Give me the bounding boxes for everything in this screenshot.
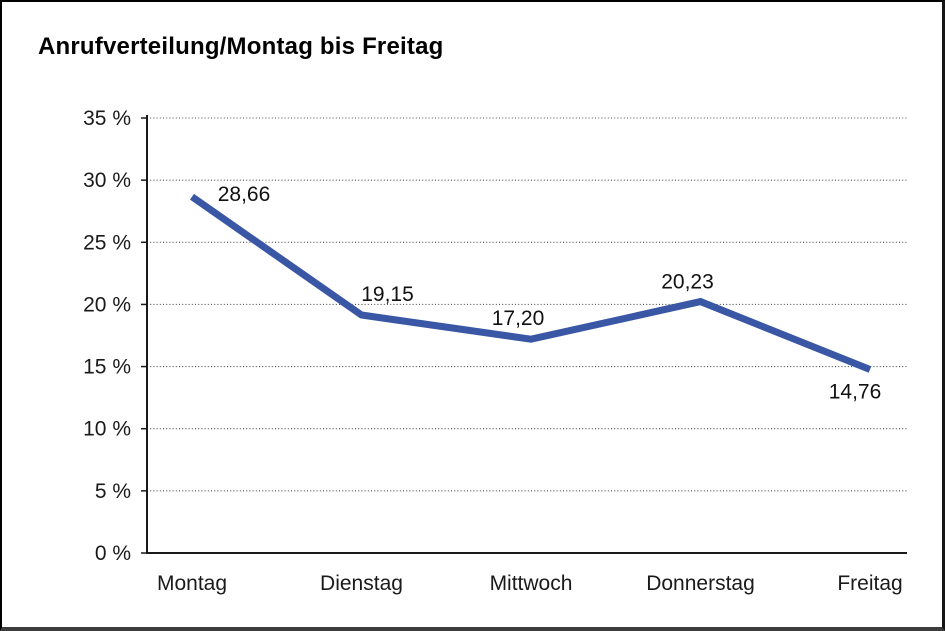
data-point-label: 19,15 <box>361 283 414 306</box>
x-category-label: Mittwoch <box>490 572 573 595</box>
data-line <box>189 193 872 373</box>
x-category-label: Donnerstag <box>646 572 755 595</box>
y-tick-label: 25 % <box>83 231 131 254</box>
x-category-label: Montag <box>157 572 227 595</box>
data-point-label: 28,66 <box>218 183 271 206</box>
x-category-label: Freitag <box>837 572 902 595</box>
y-tick-label: 5 % <box>95 480 131 503</box>
y-tick-label: 35 % <box>83 107 131 130</box>
data-point-label: 14,76 <box>829 381 882 404</box>
y-tick-label: 0 % <box>95 542 131 565</box>
y-tick-label: 15 % <box>83 356 131 379</box>
y-tick-label: 20 % <box>83 293 131 316</box>
data-point-label: 20,23 <box>661 271 714 294</box>
data-point-label: 17,20 <box>492 307 545 330</box>
y-tick-label: 30 % <box>83 169 131 192</box>
chart-title: Anrufverteilung/Montag bis Freitag <box>38 33 444 60</box>
x-category-label: Dienstag <box>320 572 403 595</box>
y-tick-label: 10 % <box>83 418 131 441</box>
